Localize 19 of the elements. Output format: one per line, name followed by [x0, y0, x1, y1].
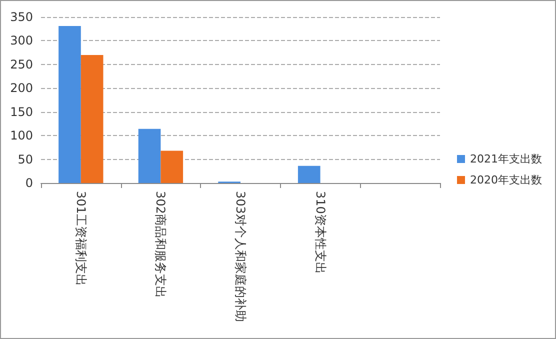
y-tick-label: 350	[10, 10, 33, 24]
legend-label: 2020年支出数	[470, 174, 542, 186]
bar	[58, 26, 81, 183]
bar	[80, 54, 104, 183]
x-tick-label: 303对个人和家庭的补助	[234, 191, 248, 322]
x-tick-label: 302商品和服务支出	[154, 191, 168, 298]
y-tick-label: 150	[10, 104, 33, 119]
y-tick-label: 0	[25, 176, 33, 190]
y-tick-label: 200	[10, 81, 33, 96]
bar	[138, 128, 161, 183]
x-tick-label: 301工资福利支出	[74, 191, 88, 286]
y-tick-label: 50	[18, 152, 33, 166]
legend-label: 2021年支出数	[470, 152, 542, 166]
bar	[298, 166, 320, 183]
x-tick-label: 310资本性支出	[313, 191, 328, 274]
y-tick-label: 300	[10, 34, 33, 48]
bar	[160, 150, 184, 183]
y-tick-label: 100	[10, 128, 33, 143]
y-tick-label: 250	[10, 57, 33, 72]
